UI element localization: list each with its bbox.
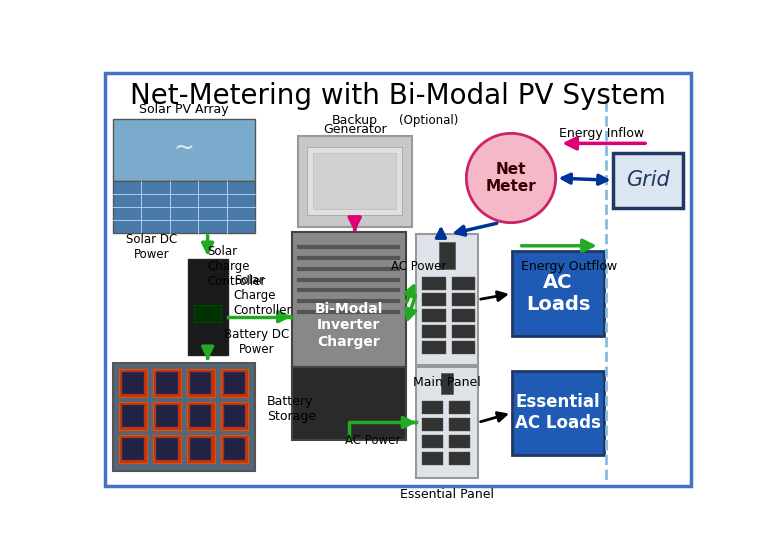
Text: AC Power: AC Power [391, 260, 446, 273]
Text: Battery
Storage: Battery Storage [267, 395, 316, 423]
Bar [423, 452, 443, 465]
Bar [186, 402, 214, 430]
Bar [291, 367, 406, 440]
Bar [186, 369, 214, 397]
Bar [186, 435, 214, 463]
Text: Essential
AC Loads: Essential AC Loads [515, 394, 601, 432]
Bar [441, 373, 453, 394]
Bar [307, 147, 402, 215]
Bar [449, 418, 470, 431]
Circle shape [466, 133, 556, 223]
Bar [423, 276, 445, 290]
Text: Solar
Charge
Controller: Solar Charge Controller [207, 245, 267, 288]
Bar [187, 259, 228, 355]
Bar [153, 369, 181, 397]
Bar [122, 372, 144, 394]
Bar [291, 232, 406, 367]
Bar [449, 435, 470, 448]
Text: Solar PV Array: Solar PV Array [139, 103, 229, 116]
Bar [423, 341, 445, 354]
Bar [190, 405, 211, 427]
Bar [221, 435, 249, 463]
Bar [512, 371, 605, 455]
Text: Energy Outflow: Energy Outflow [521, 259, 617, 273]
Text: (Optional): (Optional) [399, 114, 458, 127]
Bar [113, 181, 256, 233]
Bar [156, 439, 178, 460]
Text: AC
Loads: AC Loads [526, 273, 591, 314]
Text: Backup: Backup [332, 114, 378, 127]
Bar [190, 439, 211, 460]
Text: Grid: Grid [626, 170, 670, 190]
Text: AC Power: AC Power [345, 434, 400, 447]
Bar [449, 401, 470, 414]
Bar [224, 372, 246, 394]
Bar [449, 452, 470, 465]
Bar [224, 405, 246, 427]
Bar [221, 369, 249, 397]
Text: Bi-Modal
Inverter
Charger: Bi-Modal Inverter Charger [315, 302, 383, 348]
Bar [416, 367, 478, 478]
Bar [451, 325, 475, 338]
Bar [224, 439, 246, 460]
Text: Net
Meter: Net Meter [486, 162, 536, 194]
Bar [153, 402, 181, 430]
Bar [153, 435, 181, 463]
Bar [113, 119, 256, 181]
Bar [113, 363, 256, 471]
Text: Net-Metering with Bi-Modal PV System: Net-Metering with Bi-Modal PV System [130, 82, 666, 109]
Bar [156, 405, 178, 427]
Bar [119, 435, 147, 463]
Text: Battery DC
Power: Battery DC Power [225, 328, 290, 356]
Text: Generator: Generator [323, 123, 386, 136]
Bar [451, 341, 475, 354]
Bar [122, 439, 144, 460]
Text: Energy Inflow: Energy Inflow [559, 127, 644, 140]
Bar [440, 242, 455, 269]
Bar [423, 401, 443, 414]
Text: Solar DC
Power: Solar DC Power [126, 233, 177, 262]
Bar [451, 309, 475, 322]
Bar [190, 372, 211, 394]
Bar [613, 153, 683, 208]
Bar [221, 402, 249, 430]
Bar [423, 418, 443, 431]
Bar [451, 293, 475, 306]
Bar [423, 435, 443, 448]
Bar [416, 234, 478, 365]
Bar [313, 153, 396, 209]
Bar [512, 251, 605, 336]
Bar [119, 369, 147, 397]
Bar [423, 325, 445, 338]
Text: Essential Panel: Essential Panel [400, 488, 494, 500]
Bar [122, 405, 144, 427]
Bar [193, 305, 221, 322]
Bar [156, 372, 178, 394]
Bar [298, 135, 412, 227]
Text: Main Panel: Main Panel [413, 376, 481, 389]
Bar [119, 402, 147, 430]
Text: ~: ~ [174, 135, 194, 159]
Bar [423, 309, 445, 322]
Bar [423, 293, 445, 306]
Bar [451, 276, 475, 290]
Text: Solar
Charge
Controller: Solar Charge Controller [234, 274, 292, 317]
